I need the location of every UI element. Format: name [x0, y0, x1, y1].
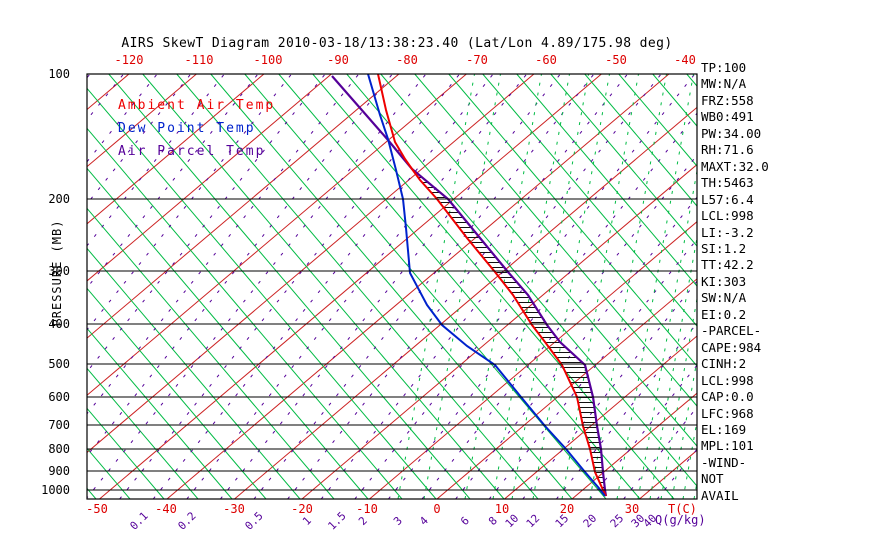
sounding-index-line: SW:N/A: [701, 290, 747, 306]
sounding-index-line: TP:100: [701, 60, 747, 75]
top-temp-tick-label: -80: [396, 53, 418, 67]
sounding-index-line: PW:34.00: [701, 125, 762, 141]
cape-hatch-area: [412, 169, 606, 496]
sounding-index-line: RH:71.6: [701, 142, 754, 158]
top-temp-tick-label: -60: [535, 53, 557, 67]
pressure-tick-label: 100: [48, 67, 70, 81]
legend-dew-point-temp: Dew Point Temp: [118, 121, 256, 136]
sounding-index-line: CAPE:984: [701, 339, 762, 355]
dew-point-temp-curve: [367, 74, 606, 497]
sounding-index-line: MW:N/A: [701, 76, 747, 92]
pressure-tick-label: 300: [48, 264, 70, 278]
sounding-index-line: FRZ:558: [701, 92, 754, 108]
pressure-tick-label: 1000: [41, 483, 70, 497]
sounding-index-line: EL:169: [701, 421, 747, 437]
mixing-unit-label: Q(g/kg): [655, 513, 706, 527]
top-temp-tick-label: -70: [466, 53, 488, 67]
top-temp-tick-label: -50: [605, 53, 627, 67]
sounding-index-line: SI:1.2: [701, 240, 747, 256]
sounding-index-line: L57:6.4: [701, 191, 754, 207]
top-temp-tick-label: -120: [114, 53, 144, 67]
top-temp-tick-label: -40: [674, 53, 696, 67]
sounding-index-line: NOT: [701, 471, 724, 487]
sounding-index-line: LCL:998: [701, 208, 754, 224]
sounding-index-line: CAP:0.0: [701, 389, 754, 405]
pressure-tick-label: 400: [48, 317, 70, 331]
pressure-tick-label: 600: [48, 390, 70, 404]
sounding-index-line: TT:42.2: [701, 257, 754, 273]
sounding-index-line: LFC:968: [701, 405, 754, 421]
sounding-index-line: LI:-3.2: [701, 224, 754, 240]
bottom-temp-tick-label: -20: [291, 502, 313, 516]
legend-air-parcel-temp: Air Parcel Temp: [118, 144, 266, 159]
plot-border: [86, 73, 698, 500]
bottom-temp-tick-label: 30: [624, 502, 640, 516]
top-temp-tick-label: -90: [327, 53, 349, 67]
chart-title: AIRS SkewT Diagram 2010-03-18/13:38:23.4…: [121, 36, 673, 51]
background-grid: [87, 74, 697, 499]
pressure-tick-label: 800: [48, 442, 70, 456]
pressure-tick-label: 500: [48, 357, 70, 371]
sounding-index-line: EI:0.2: [701, 306, 747, 322]
bottom-temp-tick-label: -30: [223, 502, 245, 516]
sounding-index-line: TH:5463: [701, 175, 754, 191]
sounding-index-line: CINH:2: [701, 356, 747, 372]
bottom-temp-tick-label: -50: [86, 502, 108, 516]
bottom-temp-tick-label: -40: [155, 502, 177, 516]
sounding-index-line: WB0:491: [701, 109, 754, 125]
sounding-index-line: AVAIL: [701, 487, 739, 503]
temp-unit-label: T(C): [668, 502, 697, 516]
bottom-temp-tick-label: 0: [433, 502, 441, 516]
sounding-index-line: MAXT:32.0: [701, 158, 769, 174]
pressure-tick-label: 700: [48, 418, 70, 432]
sounding-indices-column: TP:100 MW:N/A FRZ:558 WB0:491 PW:34.00 RH:71.…: [701, 60, 769, 504]
sounding-index-line: -WIND-: [701, 454, 747, 470]
pressure-tick-label: 200: [48, 192, 70, 206]
pressure-tick-label: 900: [48, 464, 70, 478]
sounding-index-line: MPL:101: [701, 438, 754, 454]
bottom-temp-tick-label: -10: [356, 502, 378, 516]
air-parcel-temp-curve: [331, 75, 608, 497]
sounding-index-line: LCL:998: [701, 372, 754, 388]
top-temp-tick-label: -110: [184, 53, 214, 67]
sounding-index-line: -PARCEL-: [701, 323, 762, 339]
legend-ambient-air-temp: Ambient Air Temp: [118, 98, 276, 113]
bottom-temp-tick-label: 20: [559, 502, 575, 516]
top-temp-tick-label: -100: [253, 53, 283, 67]
bottom-temp-tick-label: 10: [494, 502, 510, 516]
sounding-index-line: KI:303: [701, 273, 747, 289]
